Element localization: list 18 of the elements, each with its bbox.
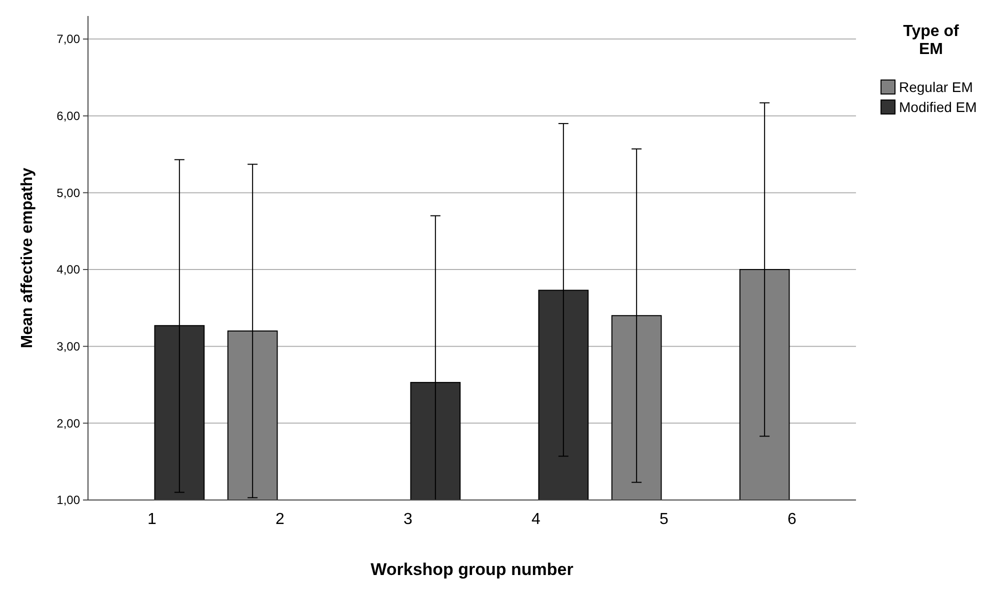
x-tick-label: 4 [532, 511, 541, 528]
y-tick-label: 7,00 [56, 32, 80, 46]
legend-title: Type of EM [903, 23, 960, 58]
y-tick-label: 3,00 [56, 340, 80, 354]
y-axis-title: Mean affective empathy [19, 168, 36, 348]
x-tick-label: 2 [276, 511, 285, 528]
x-tick-label: 1 [148, 511, 157, 528]
y-tick-label: 2,00 [56, 416, 80, 430]
legend-label: Regular EM [899, 78, 973, 95]
x-axis-title: Workshop group number [370, 560, 574, 579]
x-tick-label: 5 [660, 511, 669, 528]
y-tick-label: 1,00 [56, 493, 80, 508]
y-tick-label: 5,00 [56, 186, 80, 200]
legend-label: Modified EM [899, 98, 977, 115]
y-tick-label: 6,00 [56, 109, 80, 124]
x-tick-label: 6 [788, 511, 797, 528]
x-tick-label: 3 [404, 511, 413, 528]
y-tick-label: 4,00 [56, 262, 80, 277]
